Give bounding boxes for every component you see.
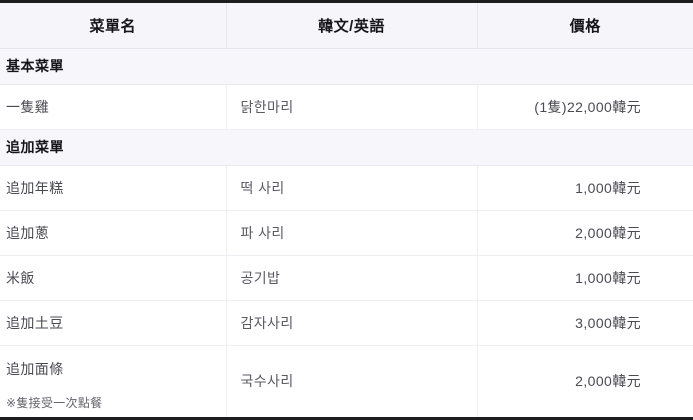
section-header-row-basic: 基本菜單 bbox=[0, 47, 693, 85]
item-price: 3,000韓元 bbox=[477, 300, 693, 346]
item-name: 一隻雞 bbox=[0, 84, 227, 130]
item-name: 追加面條 bbox=[6, 360, 64, 377]
column-header-price: 價格 bbox=[477, 3, 693, 49]
section-title-basic: 基本菜單 bbox=[0, 47, 693, 85]
item-price: 2,000韓元 bbox=[477, 345, 693, 417]
table-row: 追加土豆 감자사리 3,000韓元 bbox=[0, 300, 693, 346]
item-korean: 국수사리 bbox=[226, 345, 478, 417]
column-header-name: 菜單名 bbox=[0, 3, 227, 49]
item-name: 米飯 bbox=[0, 255, 227, 301]
table-body: 基本菜單 一隻雞 닭한마리 (1隻)22,000韓元 追加菜單 追加年糕 떡 사… bbox=[0, 47, 693, 417]
item-price: 1,000韓元 bbox=[477, 255, 693, 301]
table-row: 追加面條 ※隻接受一次點餐 국수사리 2,000韓元 bbox=[0, 345, 693, 417]
item-korean: 감자사리 bbox=[226, 300, 478, 346]
item-korean: 닭한마리 bbox=[226, 84, 478, 130]
item-price: 2,000韓元 bbox=[477, 210, 693, 256]
item-name: 追加土豆 bbox=[0, 300, 227, 346]
item-note: ※隻接受一次點餐 bbox=[6, 395, 103, 410]
table-header-row: 菜單名 韓文/英語 價格 bbox=[0, 3, 693, 49]
item-name: 追加蔥 bbox=[0, 210, 227, 256]
item-name: 追加年糕 bbox=[0, 165, 227, 211]
item-price: 1,000韓元 bbox=[477, 165, 693, 211]
table-row: 追加年糕 떡 사리 1,000韓元 bbox=[0, 165, 693, 211]
item-korean: 파 사리 bbox=[226, 210, 478, 256]
item-price: (1隻)22,000韓元 bbox=[477, 84, 693, 130]
table-row: 米飯 공기밥 1,000韓元 bbox=[0, 255, 693, 301]
item-korean: 공기밥 bbox=[226, 255, 478, 301]
menu-price-table: 菜單名 韓文/英語 價格 基本菜單 一隻雞 닭한마리 (1隻)22,000韓元 … bbox=[0, 3, 693, 417]
section-title-additional: 追加菜單 bbox=[0, 128, 693, 166]
item-korean: 떡 사리 bbox=[226, 165, 478, 211]
section-header-row-additional: 追加菜單 bbox=[0, 128, 693, 166]
column-header-korean: 韓文/英語 bbox=[226, 3, 478, 49]
table-row: 一隻雞 닭한마리 (1隻)22,000韓元 bbox=[0, 84, 693, 130]
table-row: 追加蔥 파 사리 2,000韓元 bbox=[0, 210, 693, 256]
table-header: 菜單名 韓文/英語 價格 bbox=[0, 3, 693, 49]
item-name-with-note: 追加面條 ※隻接受一次點餐 bbox=[0, 345, 227, 417]
